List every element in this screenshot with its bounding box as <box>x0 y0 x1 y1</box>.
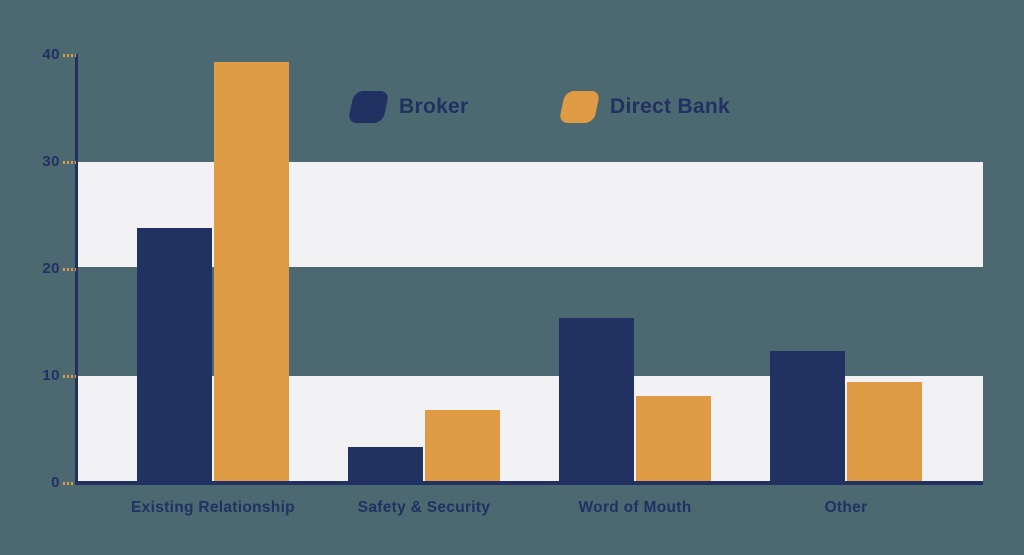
x-axis-line <box>75 481 983 485</box>
x-axis-label-existing-relationship: Existing Relationship <box>131 499 295 516</box>
y-tick-label-0: 0 <box>51 474 60 491</box>
y-tick-label-40: 40 <box>42 46 60 63</box>
legend-item-direct-bank: Direct Bank <box>558 91 731 123</box>
legend-swatch-broker <box>347 91 390 123</box>
bar-broker-safety-security <box>348 446 423 483</box>
y-tick-label-20: 20 <box>42 260 60 277</box>
legend-label-broker: Broker <box>399 95 469 118</box>
y-tick-mark-0 <box>63 482 76 485</box>
y-tick-mark-10 <box>63 375 76 378</box>
bar-broker-word-of-mouth <box>559 318 634 483</box>
y-tick-mark-20 <box>63 268 76 271</box>
legend-swatch-direct-bank <box>558 91 601 123</box>
y-tick-mark-40 <box>63 54 76 57</box>
bar-direct-bank-existing-relationship <box>214 62 289 483</box>
bar-broker-other <box>770 351 845 483</box>
x-axis-label-other: Other <box>824 499 868 516</box>
bar-broker-existing-relationship <box>137 228 212 483</box>
y-tick-label-10: 10 <box>42 367 60 384</box>
y-tick-mark-30 <box>63 161 76 164</box>
bar-direct-bank-word-of-mouth <box>636 396 711 483</box>
bar-direct-bank-other <box>847 382 922 483</box>
legend-label-direct-bank: Direct Bank <box>610 95 731 118</box>
x-axis-label-safety-security: Safety & Security <box>357 499 491 516</box>
legend-item-broker: Broker <box>347 91 469 123</box>
x-axis-label-word-of-mouth: Word of Mouth <box>578 499 692 516</box>
y-axis-line <box>75 54 78 484</box>
bar-direct-bank-safety-security <box>425 410 500 483</box>
y-tick-label-30: 30 <box>42 153 60 170</box>
